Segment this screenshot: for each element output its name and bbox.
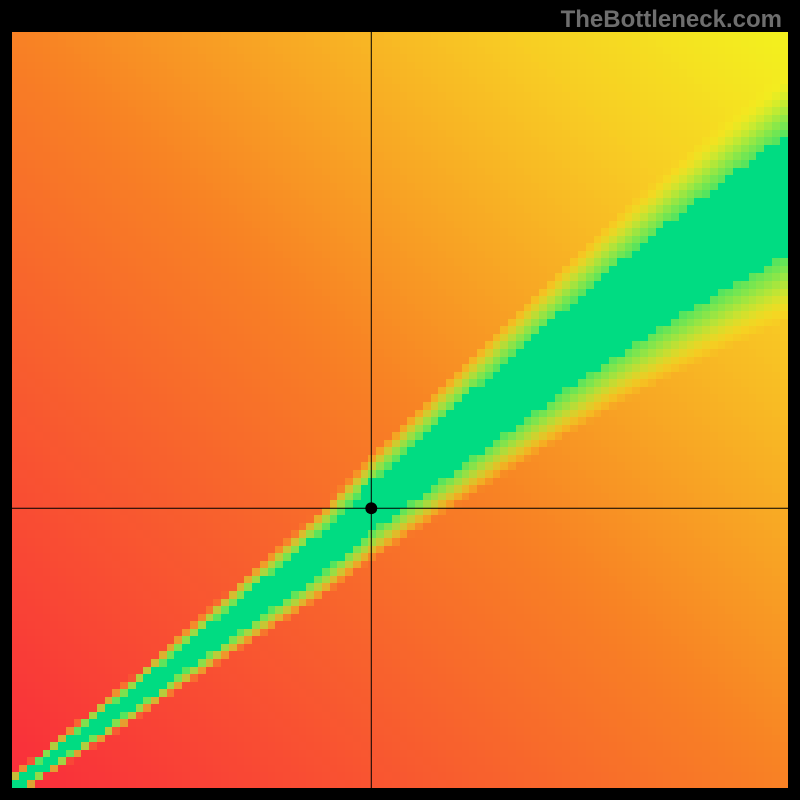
heatmap-canvas	[0, 0, 800, 800]
watermark-text: TheBottleneck.com	[561, 6, 782, 34]
chart-root: TheBottleneck.com	[0, 0, 800, 800]
